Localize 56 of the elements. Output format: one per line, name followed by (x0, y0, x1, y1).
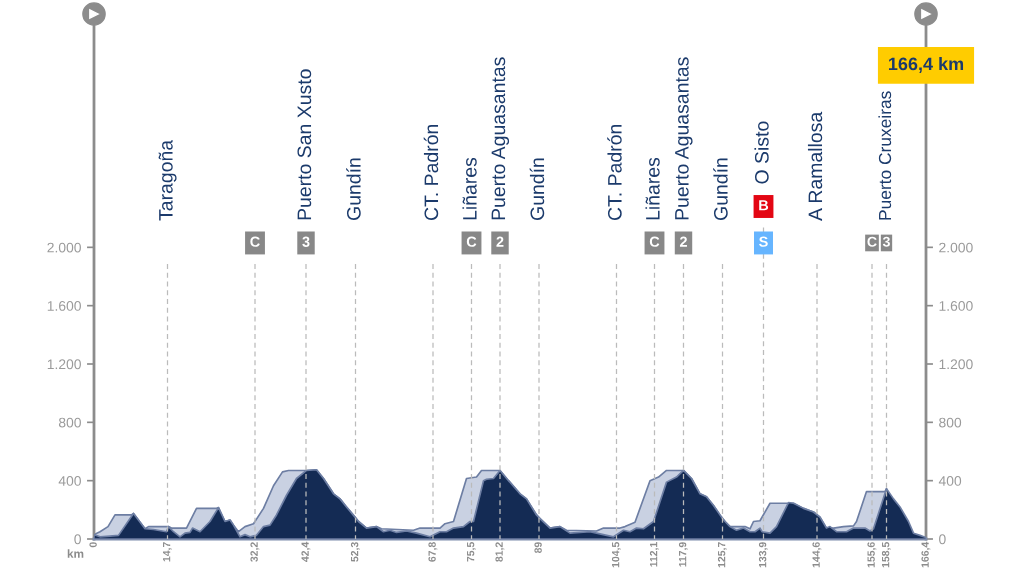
annotation: C (466, 236, 477, 247)
y-tick-label: 1.600 (47, 301, 81, 311)
ref-line-label: Gundín (713, 158, 728, 220)
annotation: 2 (496, 236, 504, 247)
x-tick-label: 52,3 (350, 542, 360, 562)
ref-line-label: Puerto San Xusto (297, 69, 312, 220)
annotation: 3 (882, 236, 890, 247)
ref-line-label: Liñares (645, 157, 660, 220)
ref-line-label: Taragoña (158, 139, 177, 221)
y2-tick-label: 2.000 (939, 242, 973, 253)
annotation: 2 (679, 236, 687, 247)
x-tick-label: 158,5 (881, 542, 891, 568)
annotation: C (867, 236, 877, 247)
ref-line-label: Puerto Cruxeiras (878, 91, 892, 220)
x-tick-label: 89 (534, 542, 542, 554)
x-tick-label: 32,2 (250, 542, 260, 562)
x-axis-title: km (67, 549, 84, 558)
y2-tick-label: 1.600 (939, 301, 973, 311)
annotation: C (250, 236, 260, 247)
y2-tick-label: 800 (939, 417, 962, 428)
ref-line-label: A Ramallosa (807, 111, 823, 221)
x-tick-label: 0 (89, 542, 97, 548)
ref-line-label: Liñares (462, 157, 477, 220)
ref-line-label: CT. Padrón (423, 124, 439, 220)
ref-line-label: O Sisto (754, 121, 769, 184)
x-tick-label: 104,5 (611, 542, 621, 568)
x-tick-label: 144,6 (812, 542, 822, 568)
ref-line-label: Puerto Aguasantas (491, 57, 510, 220)
ref-line-label: Gundín (346, 158, 361, 220)
x-tick-label: 112,1 (649, 542, 659, 567)
x-tick-label: 155,6 (867, 542, 877, 568)
y-tick-label: 2.000 (47, 242, 81, 253)
annotation: 3 (302, 236, 310, 247)
x-tick-label: 166,4 (921, 541, 931, 568)
x-tick-label: 42,4 (301, 541, 311, 562)
x-tick-label: 14,7 (163, 542, 172, 562)
x-tick-label: 133,9 (758, 542, 768, 568)
x-tick-label: 117,9 (678, 542, 688, 567)
ref-line-label: Puerto Aguasantas (675, 57, 693, 220)
y2-tick-label: 0 (939, 534, 946, 545)
annotation: B (759, 200, 769, 211)
y-tick-label: 800 (58, 417, 81, 428)
y-tick-label: 0 (74, 534, 81, 545)
y-tick-label: 400 (58, 476, 81, 486)
y-tick-label: 1.200 (47, 359, 81, 370)
annotation: C (649, 236, 660, 247)
annotation: 166,4 km (888, 57, 964, 73)
annotation: S (759, 236, 768, 247)
x-tick-label: 125,7 (717, 542, 727, 568)
x-tick-label: 75,5 (467, 542, 476, 562)
x-tick-label: 81,2 (495, 542, 505, 562)
y2-tick-label: 1.200 (939, 359, 973, 370)
y2-tick-label: 400 (938, 476, 962, 486)
ref-line-label: CT. Padrón (607, 124, 622, 220)
ref-line-label: Gundín (529, 158, 545, 220)
x-tick-label: 67,8 (428, 542, 438, 562)
